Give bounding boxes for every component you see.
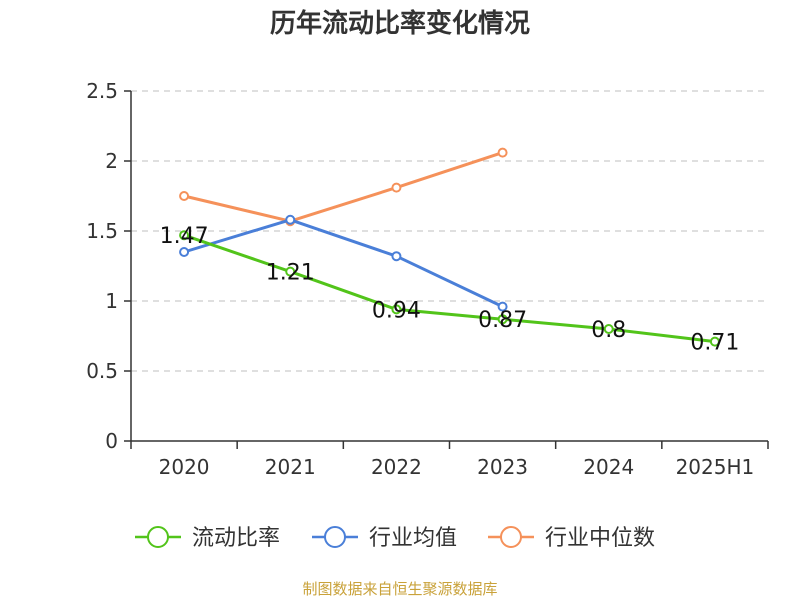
data-labels: 1.47 1.21 0.94 0.87 0.8 0.71 (160, 224, 740, 355)
x-tick-label: 2025H1 (676, 455, 755, 479)
series-point-0 (497, 314, 508, 325)
series-point-0 (179, 230, 190, 241)
legend-item: 行业中位数 (488, 526, 655, 551)
series-point-2 (179, 191, 190, 201)
x-axis-ticks: 2020 2021 2022 2023 2024 2025H1 (130, 441, 769, 479)
series-point-1 (391, 251, 402, 262)
legend-item: 流动比率 (135, 526, 280, 551)
y-tick-label: 1 (105, 289, 118, 313)
series-group (179, 147, 720, 347)
legend: 流动比率 行业均值 行业中位数 (135, 526, 655, 551)
series-point-1 (497, 301, 508, 312)
x-tick-label: 2024 (583, 455, 634, 479)
series-point-2 (391, 182, 402, 193)
legend-marker (500, 526, 522, 548)
data-label: 1.47 (160, 224, 209, 249)
series-point-0 (603, 324, 614, 334)
x-tick-label: 2021 (265, 455, 316, 479)
series-point-0 (709, 336, 720, 347)
series-point-1 (179, 247, 190, 257)
series-point-2 (497, 147, 508, 158)
source-note: 制图数据来自恒生聚源数据库 (302, 580, 497, 598)
axes (130, 91, 768, 442)
legend-label: 流动比率 (192, 526, 280, 551)
data-label: 0.8 (591, 318, 626, 343)
series-point-1 (285, 214, 296, 225)
data-label: 0.71 (690, 331, 739, 356)
x-tick-label: 2020 (159, 455, 210, 479)
legend-label: 行业均值 (369, 526, 457, 551)
y-tick-label: 0 (105, 429, 118, 453)
x-tick-label: 2023 (477, 455, 528, 479)
series-point-0 (285, 266, 296, 277)
x-tick-label: 2022 (371, 455, 422, 479)
series-line-2 (182, 151, 505, 223)
gridlines (131, 90, 768, 372)
y-tick-label: 2.5 (86, 79, 118, 103)
y-tick-label: 1.5 (86, 219, 118, 243)
chart-title: 历年流动比率变化情况 (270, 8, 530, 39)
series-line-1 (182, 218, 505, 309)
y-tick-label: 0.5 (86, 359, 118, 383)
series-point-0 (391, 304, 402, 315)
data-label: 0.94 (372, 298, 421, 323)
legend-marker (147, 526, 169, 548)
y-tick-label: 2 (105, 149, 118, 173)
y-axis-ticks: 0 0.5 1 1.5 2 2.5 (86, 79, 131, 453)
legend-marker (324, 526, 346, 548)
series-line-0 (182, 233, 717, 344)
data-label: 0.87 (478, 308, 527, 333)
legend-label: 行业中位数 (545, 526, 655, 551)
data-label: 1.21 (266, 261, 315, 286)
legend-item: 行业均值 (312, 526, 457, 551)
